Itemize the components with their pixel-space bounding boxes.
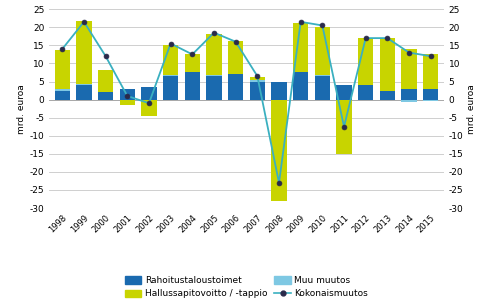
Bar [250, 81, 265, 99]
Bar [98, 70, 113, 91]
Bar [380, 91, 395, 99]
Bar [423, 99, 438, 101]
Bar [207, 76, 221, 99]
Bar [336, 85, 352, 99]
Bar [207, 75, 221, 76]
Bar [76, 84, 92, 85]
Bar [380, 38, 395, 91]
Y-axis label: mrd. euroa: mrd. euroa [467, 84, 476, 133]
Bar [141, 87, 157, 99]
Bar [76, 21, 92, 84]
Bar [401, 49, 417, 89]
Bar [293, 73, 308, 99]
Bar [358, 85, 373, 99]
Bar [315, 27, 330, 75]
Bar [55, 91, 70, 99]
Bar [293, 72, 308, 73]
Bar [185, 73, 200, 99]
Bar [250, 80, 265, 81]
Bar [401, 99, 417, 103]
Bar [423, 89, 438, 99]
Bar [185, 54, 200, 72]
Bar [55, 89, 70, 91]
Bar [315, 76, 330, 99]
Bar [228, 73, 243, 74]
Bar [423, 54, 438, 89]
Bar [358, 38, 373, 85]
Bar [272, 99, 286, 201]
Bar [250, 77, 265, 80]
Bar [228, 74, 243, 99]
Bar [120, 99, 135, 105]
Bar [98, 92, 113, 99]
Bar [76, 85, 92, 99]
Bar [401, 89, 417, 99]
Bar [141, 99, 157, 116]
Bar [207, 34, 221, 75]
Legend: Rahoitustaloustoimet, Hallussapitovoitto / -tappio, Muu muutos, Kokonaismuutos: Rahoitustaloustoimet, Hallussapitovoitto… [125, 276, 368, 298]
Bar [55, 50, 70, 89]
Bar [98, 91, 113, 92]
Bar [336, 99, 352, 154]
Bar [163, 45, 178, 75]
Bar [293, 23, 308, 72]
Y-axis label: mrd. euroa: mrd. euroa [17, 84, 26, 133]
Bar [185, 72, 200, 73]
Bar [315, 75, 330, 76]
Bar [272, 81, 286, 99]
Bar [163, 75, 178, 76]
Bar [163, 76, 178, 99]
Bar [228, 41, 243, 73]
Bar [120, 89, 135, 99]
